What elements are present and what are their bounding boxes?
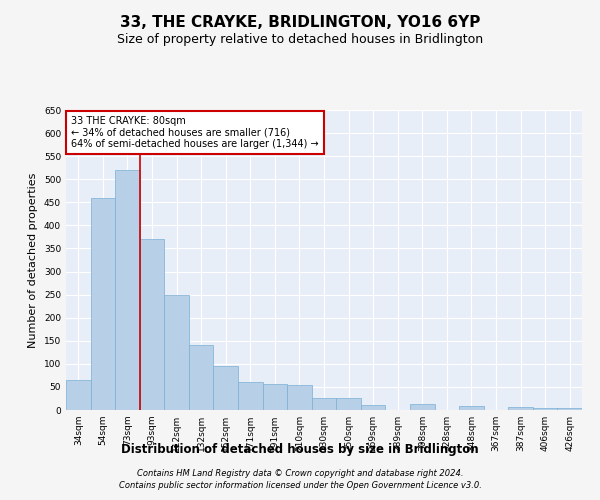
Bar: [238, 382, 263, 410]
Bar: [336, 398, 361, 410]
Bar: [312, 398, 336, 410]
Bar: [459, 406, 484, 410]
Text: Contains HM Land Registry data © Crown copyright and database right 2024.: Contains HM Land Registry data © Crown c…: [137, 468, 463, 477]
Text: 33, THE CRAYKE, BRIDLINGTON, YO16 6YP: 33, THE CRAYKE, BRIDLINGTON, YO16 6YP: [120, 15, 480, 30]
Bar: [66, 380, 91, 410]
Text: 33 THE CRAYKE: 80sqm
← 34% of detached houses are smaller (716)
64% of semi-deta: 33 THE CRAYKE: 80sqm ← 34% of detached h…: [71, 116, 319, 149]
Bar: [287, 384, 312, 410]
Bar: [533, 408, 557, 410]
Bar: [214, 366, 238, 410]
Bar: [508, 407, 533, 410]
Bar: [91, 198, 115, 410]
Bar: [557, 408, 582, 410]
Bar: [361, 406, 385, 410]
Bar: [263, 384, 287, 410]
Bar: [115, 170, 140, 410]
Text: Size of property relative to detached houses in Bridlington: Size of property relative to detached ho…: [117, 32, 483, 46]
Text: Contains public sector information licensed under the Open Government Licence v3: Contains public sector information licen…: [119, 481, 481, 490]
Bar: [164, 294, 189, 410]
Bar: [189, 346, 214, 410]
Bar: [140, 239, 164, 410]
Bar: [410, 404, 434, 410]
Y-axis label: Number of detached properties: Number of detached properties: [28, 172, 38, 348]
Text: Distribution of detached houses by size in Bridlington: Distribution of detached houses by size …: [121, 442, 479, 456]
